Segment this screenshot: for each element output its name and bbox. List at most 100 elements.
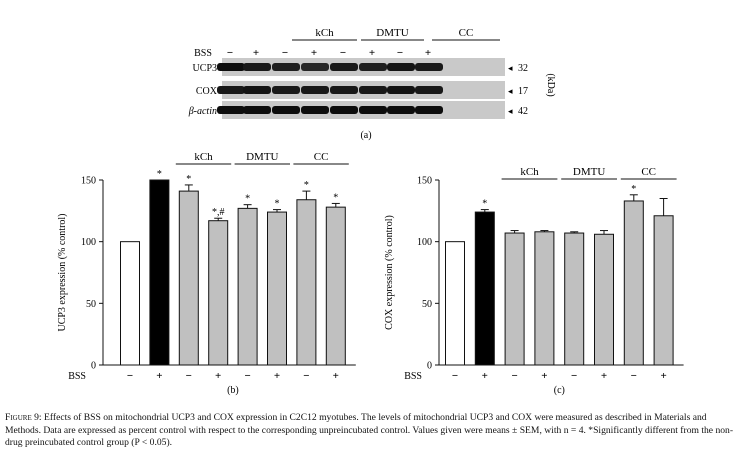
blot-band [330, 63, 358, 71]
blot-band [359, 106, 387, 114]
blot-kda-arrow: ◂ [508, 86, 513, 96]
cox-chart-svg: 0 50 100 150 COX expression (% control) − * + − +… [384, 166, 684, 396]
x-tick-label-c: − [571, 370, 577, 382]
bar-b [296, 199, 317, 366]
y-axis-title-b: UCP3 expression (% control) [57, 213, 68, 331]
blot-band [330, 106, 358, 114]
significance-marker-b: * [186, 174, 191, 185]
bar-c [445, 241, 465, 366]
blot-band [272, 63, 300, 71]
group-label-c: CC [641, 166, 656, 178]
blot-kda-value: 42 [518, 106, 528, 117]
bar-c [564, 232, 585, 366]
y-tick-label-b: 150 [81, 176, 96, 187]
blot-sign-label: + [311, 47, 317, 59]
group-label-b: DMTU [246, 151, 278, 163]
blot-band [415, 63, 443, 71]
x-tick-label-c: + [601, 370, 607, 382]
cox-bar-chart: 0 50 100 150 COX expression (% control) − * + − +… [370, 146, 739, 398]
blot-band [301, 106, 329, 114]
blot-kda-value: 17 [518, 86, 528, 97]
significance-marker-b: * [275, 199, 280, 210]
panel-label-c: (c) [554, 385, 565, 396]
blot-treatment-label: BSS [194, 48, 212, 59]
bar-c [534, 231, 555, 366]
blot-sign-label: − [282, 47, 288, 59]
x-tick-label-b: + [274, 370, 280, 382]
x-tick-label-b: − [127, 370, 133, 382]
y-tick-label-c: 100 [417, 237, 432, 248]
x-tick-label-c: + [482, 370, 488, 382]
panel-label-b: (b) [227, 385, 239, 396]
y-axis-title-c: COX expression (% control) [384, 215, 395, 330]
bar-c [653, 215, 674, 366]
y-tick-label-b: 0 [91, 361, 96, 372]
blot-band [359, 86, 387, 94]
western-blot-figure: BSS − + − + − + − + kCh DMTU CC UCP3 ◂ 32 COX ◂ 17 β-actin… [188, 27, 556, 141]
significance-marker-b: * [157, 169, 162, 180]
bar-b [149, 179, 170, 366]
y-tick-label-c: 50 [422, 299, 432, 310]
significance-marker-b: * [304, 180, 309, 191]
blot-band [330, 86, 358, 94]
x-tick-label-c: + [660, 370, 666, 382]
x-tick-label-b: − [244, 370, 250, 382]
bar-c [594, 233, 614, 366]
blot-band [301, 63, 329, 71]
figure-caption: Figure 9: Effects of BSS on mitochondria… [5, 412, 735, 450]
blot-kda-arrow: ◂ [508, 63, 513, 73]
x-tick-label-b: + [333, 370, 339, 382]
x-tick-label-b: + [156, 370, 162, 382]
blot-kda-value: 32 [518, 63, 528, 74]
ucp3-bar-chart: 0 50 100 150 UCP3 expression (% control) − * + *… [0, 146, 370, 398]
blot-row-label: β-actin [188, 106, 217, 117]
significance-marker-b: *,# [212, 207, 225, 218]
blot-panel-label: (a) [360, 130, 371, 141]
blot-group-label: kCh [315, 27, 334, 39]
significance-marker-b: * [245, 194, 250, 205]
blot-band [272, 86, 300, 94]
blot-group-label: CC [459, 27, 474, 39]
bar-b [178, 190, 199, 366]
group-label-b: CC [314, 151, 329, 163]
blot-band [301, 86, 329, 94]
x-axis-title-c: BSS [404, 371, 422, 382]
blot-sign-label: + [425, 47, 431, 59]
y-tick-label-c: 0 [427, 361, 432, 372]
ucp3-chart-svg: 0 50 100 150 UCP3 expression (% control) − * + *… [57, 151, 356, 396]
bar-c [504, 232, 525, 366]
significance-marker-c: * [482, 199, 487, 210]
blot-group-label: DMTU [376, 27, 408, 39]
blot-row-label: COX [196, 86, 218, 97]
group-label-b: kCh [194, 151, 213, 163]
bar-b [267, 211, 287, 366]
western-blot-panel: BSS − + − + − + − + kCh DMTU CC UCP3 ◂ 32 COX ◂ 17 β-actin… [0, 0, 739, 145]
caption-label: Figure 9: [5, 412, 42, 423]
blot-sign-label: − [340, 47, 346, 59]
blot-sign-label: + [253, 47, 259, 59]
bar-c [474, 211, 495, 366]
blot-band [415, 86, 443, 94]
blot-band [217, 86, 245, 94]
x-tick-label-b: − [303, 370, 309, 382]
blot-unit-label: (kDa) [545, 73, 556, 96]
x-tick-label-c: − [631, 370, 637, 382]
blot-band [243, 106, 271, 114]
blot-band [272, 106, 300, 114]
blot-band [217, 63, 245, 71]
blot-band [243, 63, 271, 71]
blot-band [217, 106, 245, 114]
bar-b [208, 220, 229, 366]
bar-b [120, 241, 140, 366]
x-tick-label-c: − [452, 370, 458, 382]
x-axis-title-b: BSS [68, 371, 86, 382]
blot-band [387, 106, 415, 114]
y-tick-label-b: 100 [81, 237, 96, 248]
blot-row-label: UCP3 [193, 63, 217, 74]
blot-sign-label: − [397, 47, 403, 59]
blot-band [387, 63, 415, 71]
bar-b [237, 207, 258, 366]
blot-kda-arrow: ◂ [508, 106, 513, 116]
y-tick-label-c: 150 [417, 176, 432, 187]
blot-band [415, 106, 443, 114]
